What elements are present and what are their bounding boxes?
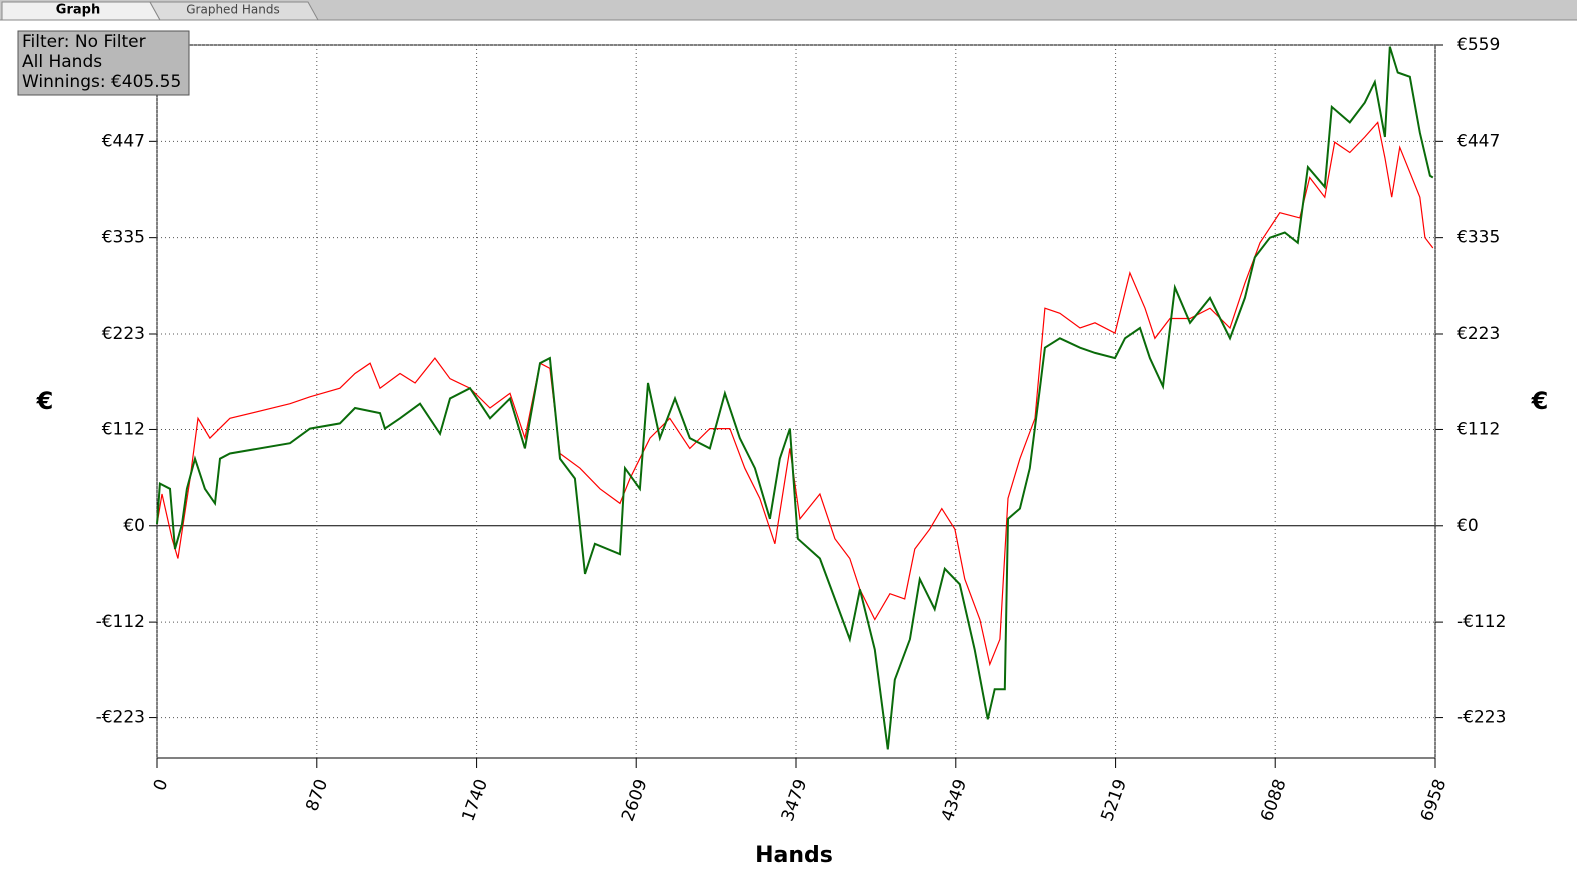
y-tick-label: €112 <box>102 419 145 439</box>
y-axis-label: € <box>36 387 54 415</box>
info-text: All Hands <box>22 52 102 72</box>
x-tick-label: 3479 <box>778 777 812 824</box>
x-tick-label: 6958 <box>1417 777 1451 824</box>
x-tick-label: 4349 <box>938 777 972 824</box>
y2-tick-label: €447 <box>1457 131 1500 151</box>
tab-bar <box>0 0 1577 20</box>
y2-tick-label: -€223 <box>1457 708 1506 728</box>
y2-tick-label: €559 <box>1457 35 1500 55</box>
info-text: Winnings: €405.55 <box>22 72 181 92</box>
y2-tick-label: €335 <box>1457 228 1500 248</box>
y2-tick-label: €112 <box>1457 419 1500 439</box>
x-tick-label: 870 <box>302 777 332 814</box>
y-tick-label: -€112 <box>96 612 145 632</box>
y-tick-label: -€223 <box>96 708 145 728</box>
y2-axis-label: € <box>1531 387 1549 415</box>
x-tick-label: 5219 <box>1097 777 1131 824</box>
y-tick-label: €0 <box>123 516 145 536</box>
y2-tick-label: -€112 <box>1457 612 1506 632</box>
x-tick-label: 6088 <box>1257 777 1291 824</box>
tab-label[interactable]: Graphed Hands <box>186 3 279 17</box>
y-tick-label: €447 <box>102 131 145 151</box>
x-axis-label: Hands <box>755 843 833 868</box>
x-tick-label: 1740 <box>458 777 492 824</box>
series-line <box>156 46 1434 750</box>
x-tick-label: 2609 <box>618 777 652 824</box>
x-tick-label: 0 <box>150 777 172 794</box>
info-text: Filter: No Filter <box>22 32 146 52</box>
series-line <box>156 121 1434 667</box>
y2-tick-label: €0 <box>1457 516 1479 536</box>
tab-label[interactable]: Graph <box>56 3 100 18</box>
info-box <box>17 30 190 96</box>
tab[interactable] <box>149 1 319 21</box>
y-tick-label: €335 <box>102 228 145 248</box>
y2-tick-label: €223 <box>1457 324 1500 344</box>
y-tick-label: €223 <box>102 324 145 344</box>
plot: €559€559€447€447€335€335€223€223€112€112… <box>96 35 1507 824</box>
